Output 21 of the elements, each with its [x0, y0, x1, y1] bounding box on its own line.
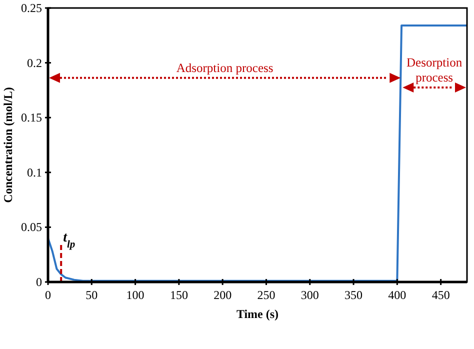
x-tick-label: 50: [86, 288, 98, 302]
x-tick-label: 150: [170, 288, 188, 302]
y-tick-label: 0.15: [21, 110, 42, 125]
y-tick-label: 0.2: [27, 56, 42, 70]
x-tick-label: 100: [126, 288, 144, 302]
x-axis-title: Time (s): [236, 307, 279, 321]
x-tick-label: 350: [344, 288, 363, 302]
ref-line-label: t$_{lp}$: [63, 230, 76, 250]
x-tick-label: 300: [300, 288, 319, 302]
x-tick-label: 450: [432, 288, 450, 302]
y-tick-label: 0.1: [27, 165, 42, 180]
y-tick-label: 0.25: [21, 1, 42, 15]
x-tick-label: 0: [45, 288, 51, 302]
y-axis-title: Concentration (mol/L): [1, 87, 15, 203]
x-tick-label: 400: [388, 288, 406, 302]
x-tick-label: 250: [257, 288, 276, 302]
y-tick-label: 0: [36, 275, 42, 289]
y-tick-label: 0.05: [21, 220, 42, 234]
annotation: Desorption process: [406, 55, 463, 84]
annotation: Adsorption process: [176, 60, 274, 75]
x-tick-label: 200: [214, 288, 232, 302]
